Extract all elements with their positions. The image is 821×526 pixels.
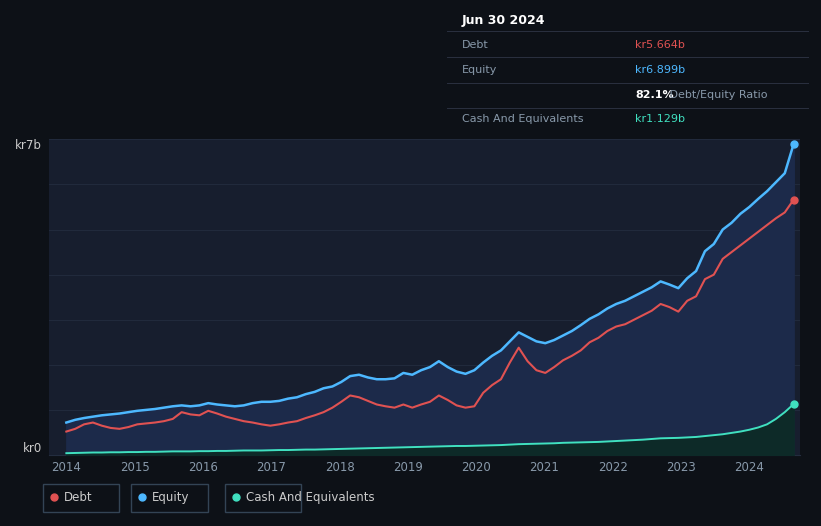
Text: Jun 30 2024: Jun 30 2024 <box>462 14 545 27</box>
Text: kr1.129b: kr1.129b <box>635 114 686 124</box>
Text: Debt: Debt <box>63 491 92 503</box>
Text: Equity: Equity <box>152 491 190 503</box>
Text: kr7b: kr7b <box>15 139 42 153</box>
Text: kr0: kr0 <box>22 442 42 455</box>
Text: Debt: Debt <box>462 40 488 50</box>
Text: Equity: Equity <box>462 65 498 75</box>
Text: Debt/Equity Ratio: Debt/Equity Ratio <box>666 89 768 99</box>
Text: kr5.664b: kr5.664b <box>635 40 686 50</box>
Text: Cash And Equivalents: Cash And Equivalents <box>462 114 584 124</box>
Text: 82.1%: 82.1% <box>635 89 674 99</box>
Text: kr6.899b: kr6.899b <box>635 65 686 75</box>
Text: Cash And Equivalents: Cash And Equivalents <box>245 491 374 503</box>
